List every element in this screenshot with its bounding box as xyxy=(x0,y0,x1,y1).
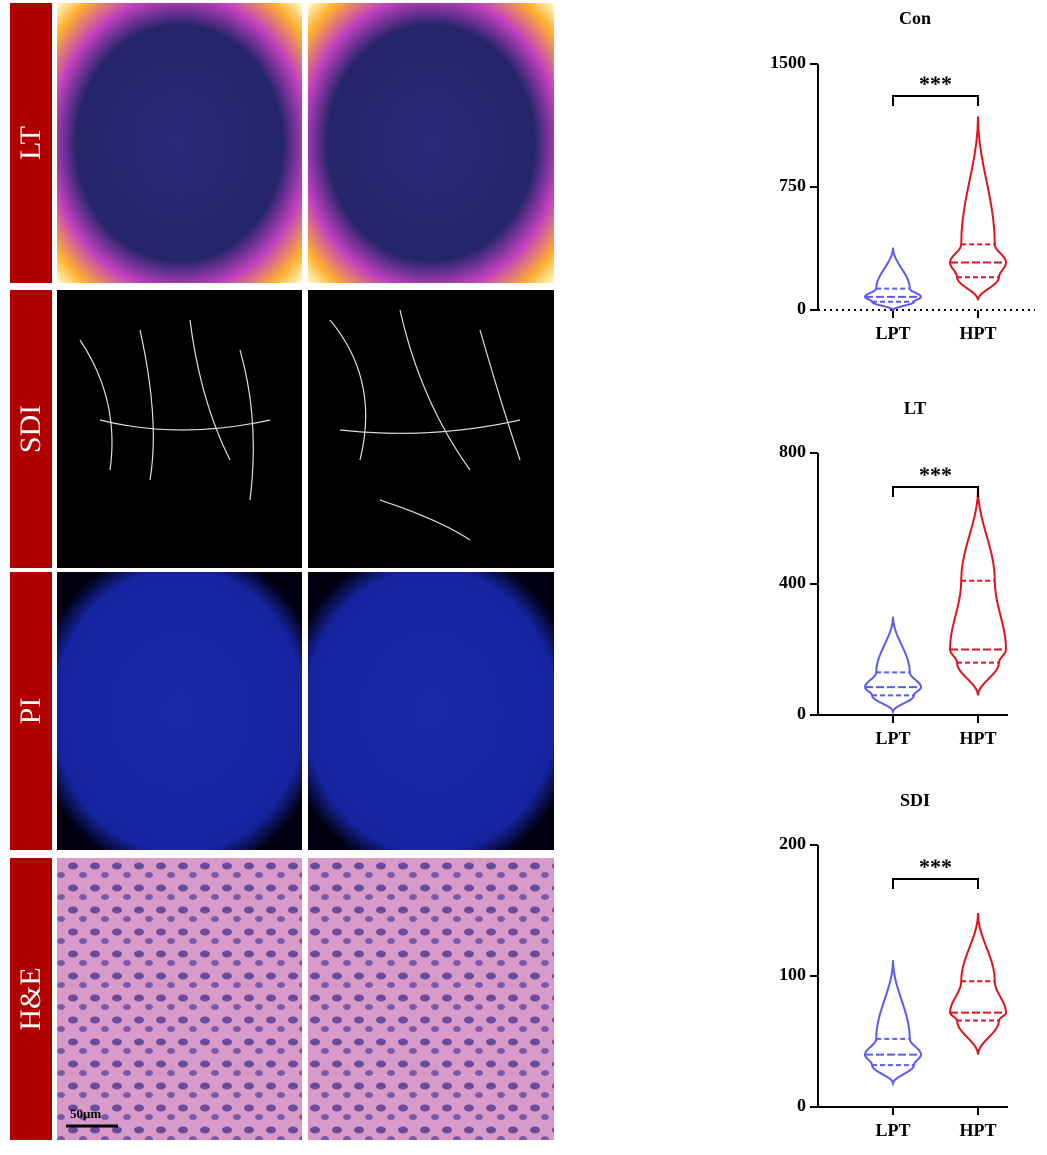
chart-title: Con xyxy=(899,8,931,28)
row-label-bar xyxy=(10,3,52,283)
sdi-image xyxy=(57,290,302,568)
y-tick-label: 1500 xyxy=(770,52,806,72)
row-label: LT xyxy=(14,126,47,160)
pi-image xyxy=(308,572,554,850)
x-tick-label: LPT xyxy=(875,1120,910,1140)
y-tick-label: 0 xyxy=(797,703,806,723)
pi-image xyxy=(57,572,302,850)
significance-label: *** xyxy=(919,71,952,96)
lt-image xyxy=(308,3,554,283)
y-tick-label: 800 xyxy=(779,441,806,461)
row-label: H&E xyxy=(14,967,47,1030)
x-tick-label: HPT xyxy=(959,1120,996,1140)
x-tick-label: LPT xyxy=(875,728,910,748)
violin xyxy=(863,247,923,312)
violin xyxy=(948,116,1008,301)
he-image xyxy=(308,858,554,1140)
significance-bracket xyxy=(892,486,979,498)
y-tick-label: 0 xyxy=(797,298,806,318)
he-image xyxy=(57,858,302,1140)
x-tick-label: HPT xyxy=(959,728,996,748)
y-tick-label: 0 xyxy=(797,1095,806,1115)
row-label-bar xyxy=(10,858,52,1140)
y-tick-label: 200 xyxy=(779,833,806,853)
x-tick-label: HPT xyxy=(959,323,996,343)
significance-bracket xyxy=(892,878,979,890)
significance-bracket xyxy=(892,94,979,106)
chart-title: LT xyxy=(904,398,926,418)
sdi-image xyxy=(308,290,554,568)
violin xyxy=(863,616,923,716)
row-label-bar xyxy=(10,572,52,850)
row-label-bar xyxy=(10,290,52,568)
row-label: PI xyxy=(14,698,47,725)
y-tick-label: 100 xyxy=(779,964,806,984)
image-grid: LT SDI PI H&E 50μm xyxy=(10,3,554,1140)
y-tick-label: 750 xyxy=(779,175,806,195)
x-tick-label: LPT xyxy=(875,323,910,343)
violin xyxy=(948,488,1008,696)
scale-bar-label: 50μm xyxy=(70,1106,101,1121)
vessels xyxy=(79,309,521,541)
significance-label: *** xyxy=(919,462,952,487)
violin xyxy=(863,960,923,1088)
violin xyxy=(948,913,1008,1055)
chart-title: SDI xyxy=(900,790,930,810)
row-label: SDI xyxy=(14,405,47,453)
y-tick-label: 400 xyxy=(779,572,806,592)
lt-image xyxy=(57,3,302,283)
significance-label: *** xyxy=(919,854,952,879)
